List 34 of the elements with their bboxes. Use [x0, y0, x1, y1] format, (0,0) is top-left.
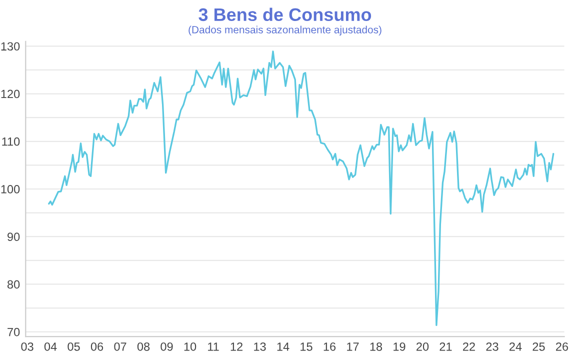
y-tick-label: 100 [1, 185, 20, 194]
x-tick-label: 26 [556, 342, 568, 351]
y-tick-label: 110 [2, 137, 20, 146]
x-tick-label: 13 [254, 342, 266, 351]
x-tick-label: 24 [510, 342, 522, 351]
x-tick-label: 23 [486, 342, 498, 351]
x-tick-label: 14 [277, 342, 290, 351]
x-tick-label: 07 [114, 342, 126, 351]
x-tick-label: 20 [416, 342, 429, 351]
y-tick-label: 90 [8, 232, 20, 242]
x-tick-label: 15 [300, 342, 312, 351]
x-tick-label: 19 [394, 342, 406, 351]
x-tick-label: 11 [208, 342, 219, 351]
y-tick-label: 80 [7, 280, 20, 289]
chart-title: 3 Bens de Consumo [198, 8, 372, 22]
x-tick-label: 05 [68, 342, 80, 351]
x-tick-label: 04 [44, 342, 57, 351]
y-tick-label: 130 [1, 42, 20, 51]
x-tick-label: 09 [160, 342, 173, 351]
x-tick-label: 16 [324, 342, 336, 351]
x-tick-label: 17 [347, 342, 359, 351]
x-tick-label: 21 [440, 342, 452, 351]
x-tick-label: 08 [137, 342, 150, 351]
x-tick-label: 25 [532, 342, 545, 351]
line-series [48, 50, 554, 326]
chart-subtitle: (Dados mensais sazonalmente ajustados) [188, 26, 382, 36]
y-tick-label: 70 [8, 328, 20, 336]
x-tick-label: 12 [230, 342, 242, 351]
y-tick-label: 120 [1, 90, 20, 98]
x-tick-label: 22 [463, 342, 475, 351]
x-tick-label: 03 [21, 342, 34, 351]
x-tick-label: 10 [184, 342, 196, 351]
x-tick-label: 06 [90, 342, 104, 351]
x-tick-label: 18 [370, 342, 382, 351]
